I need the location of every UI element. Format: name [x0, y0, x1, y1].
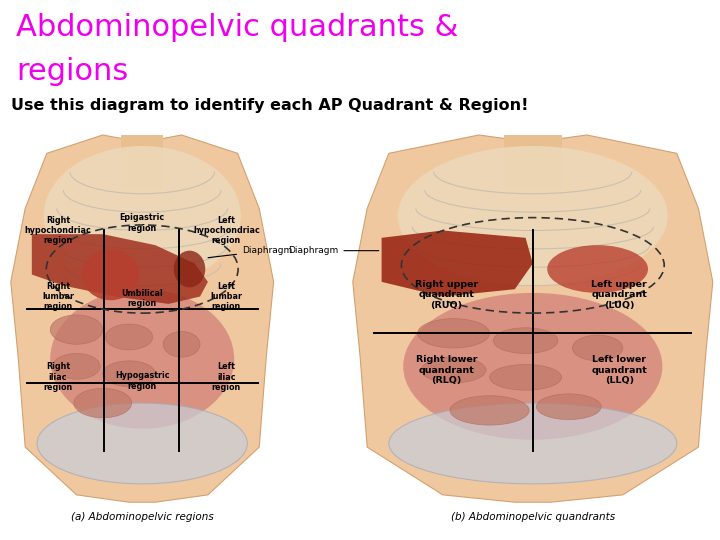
- Text: (b) Abdominopelvic quandrants: (b) Abdominopelvic quandrants: [451, 512, 615, 522]
- Ellipse shape: [403, 293, 662, 440]
- Text: Umbilical
region: Umbilical region: [122, 289, 163, 308]
- Bar: [121, 135, 163, 190]
- Ellipse shape: [421, 357, 486, 383]
- Ellipse shape: [450, 396, 529, 425]
- Text: Diaphragm: Diaphragm: [288, 246, 379, 255]
- Text: Abdominopelvic quadrants &: Abdominopelvic quadrants &: [16, 14, 458, 43]
- Bar: [504, 135, 562, 190]
- Text: Left upper
quandrant
(LUQ): Left upper quandrant (LUQ): [591, 280, 647, 309]
- Text: Hypogastric
region: Hypogastric region: [115, 372, 169, 391]
- Polygon shape: [11, 135, 274, 502]
- Ellipse shape: [44, 146, 240, 286]
- Text: Left
hypochondriac
region: Left hypochondriac region: [193, 215, 260, 245]
- Text: Use this diagram to identify each AP Quadrant & Region!: Use this diagram to identify each AP Qua…: [12, 99, 529, 114]
- Polygon shape: [382, 231, 533, 296]
- Text: Left
lumbar
region: Left lumbar region: [210, 282, 243, 312]
- Polygon shape: [32, 234, 208, 304]
- Ellipse shape: [74, 388, 132, 418]
- Ellipse shape: [547, 245, 648, 293]
- Text: Use this diagram to identify each AP Quadrant & Region!: Use this diagram to identify each AP Qua…: [10, 98, 528, 113]
- Text: Right upper
quandrant
(RUQ): Right upper quandrant (RUQ): [415, 280, 478, 309]
- Ellipse shape: [490, 364, 562, 390]
- Ellipse shape: [53, 354, 100, 379]
- Text: Use this diagram to identify each AP Quadrant & Region!: Use this diagram to identify each AP Qua…: [11, 99, 528, 114]
- Text: Right lower
quandrant
(RLQ): Right lower quandrant (RLQ): [415, 355, 477, 385]
- Text: Left
iliac
region: Left iliac region: [212, 362, 241, 392]
- Text: Left lower
quandrant
(LLQ): Left lower quandrant (LLQ): [591, 355, 647, 385]
- Ellipse shape: [105, 324, 153, 350]
- Text: Use this diagram to identify each AP Quadrant & Region!: Use this diagram to identify each AP Qua…: [11, 98, 528, 113]
- Ellipse shape: [163, 332, 200, 357]
- Ellipse shape: [37, 403, 248, 484]
- Text: Epigastric
region: Epigastric region: [120, 213, 165, 233]
- Text: (a) Abdominopelvic regions: (a) Abdominopelvic regions: [71, 512, 214, 522]
- Text: Use this diagram to identify each AP Quadrant & Region!: Use this diagram to identify each AP Qua…: [12, 98, 529, 113]
- Ellipse shape: [50, 289, 234, 429]
- Ellipse shape: [389, 403, 677, 484]
- Ellipse shape: [572, 335, 623, 361]
- Text: Use this diagram to identify each AP Quadrant & Region!: Use this diagram to identify each AP Qua…: [10, 98, 528, 113]
- Text: Use this diagram to identify each AP Quadrant & Region!: Use this diagram to identify each AP Qua…: [10, 99, 528, 114]
- Text: Diaphragm: Diaphragm: [208, 246, 292, 258]
- Ellipse shape: [493, 328, 558, 354]
- Text: Right
iliac
region: Right iliac region: [43, 362, 73, 392]
- Ellipse shape: [103, 361, 156, 387]
- Ellipse shape: [536, 394, 601, 420]
- Text: regions: regions: [16, 57, 128, 86]
- Ellipse shape: [82, 249, 140, 300]
- Ellipse shape: [50, 315, 103, 345]
- Polygon shape: [353, 135, 713, 502]
- Ellipse shape: [397, 146, 668, 286]
- Text: Right
hypochondriac
region: Right hypochondriac region: [24, 215, 91, 245]
- Text: Right
lumbar
region: Right lumbar region: [42, 282, 74, 312]
- Ellipse shape: [174, 251, 205, 287]
- Text: Use this diagram to identify each AP Quadrant & Region!: Use this diagram to identify each AP Qua…: [11, 98, 528, 113]
- Ellipse shape: [418, 319, 490, 348]
- Text: Use this diagram to identify each AP Quadrant & Region!: Use this diagram to identify each AP Qua…: [12, 98, 529, 113]
